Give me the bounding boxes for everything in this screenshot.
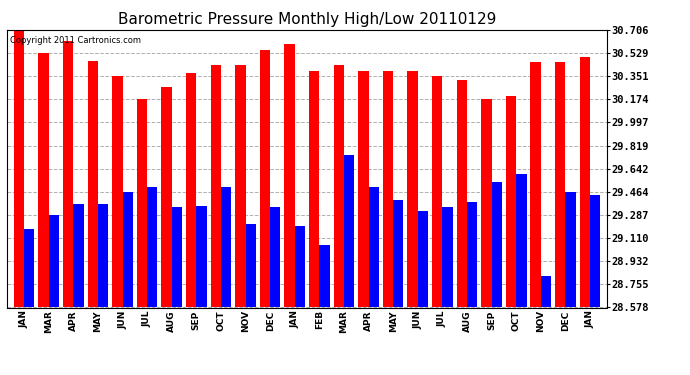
Bar [457,80,467,308]
Bar [235,64,246,308]
Bar [467,202,477,308]
Text: Copyright 2011 Cartronics.com: Copyright 2011 Cartronics.com [10,36,141,45]
Bar [442,207,453,308]
Bar [14,30,24,308]
Title: Barometric Pressure Monthly High/Low 20110129: Barometric Pressure Monthly High/Low 201… [118,12,496,27]
Bar [284,44,295,308]
Bar [24,229,34,308]
Bar [112,76,123,308]
Bar [210,64,221,308]
Bar [197,206,207,308]
Bar [590,195,600,308]
Bar [63,42,73,308]
Bar [334,64,344,308]
Bar [221,187,231,308]
Bar [565,192,575,308]
Bar [73,204,83,308]
Bar [393,200,404,308]
Bar [123,192,133,308]
Bar [580,57,590,308]
Bar [506,96,516,308]
Bar [516,174,526,308]
Bar [358,71,368,308]
Bar [39,53,49,307]
Bar [432,76,442,308]
Bar [383,71,393,308]
Bar [481,99,491,308]
Bar [172,207,182,308]
Bar [319,244,330,308]
Bar [531,62,541,308]
Bar [147,187,157,308]
Bar [344,154,354,308]
Bar [270,207,280,308]
Bar [541,276,551,308]
Bar [368,187,379,308]
Bar [161,87,172,308]
Bar [88,61,98,308]
Bar [246,224,256,308]
Bar [98,204,108,308]
Bar [295,226,305,308]
Bar [309,71,319,308]
Bar [491,182,502,308]
Bar [49,215,59,308]
Bar [407,71,417,308]
Bar [417,211,428,308]
Bar [137,99,147,308]
Bar [260,50,270,308]
Bar [555,62,565,308]
Bar [186,72,197,308]
